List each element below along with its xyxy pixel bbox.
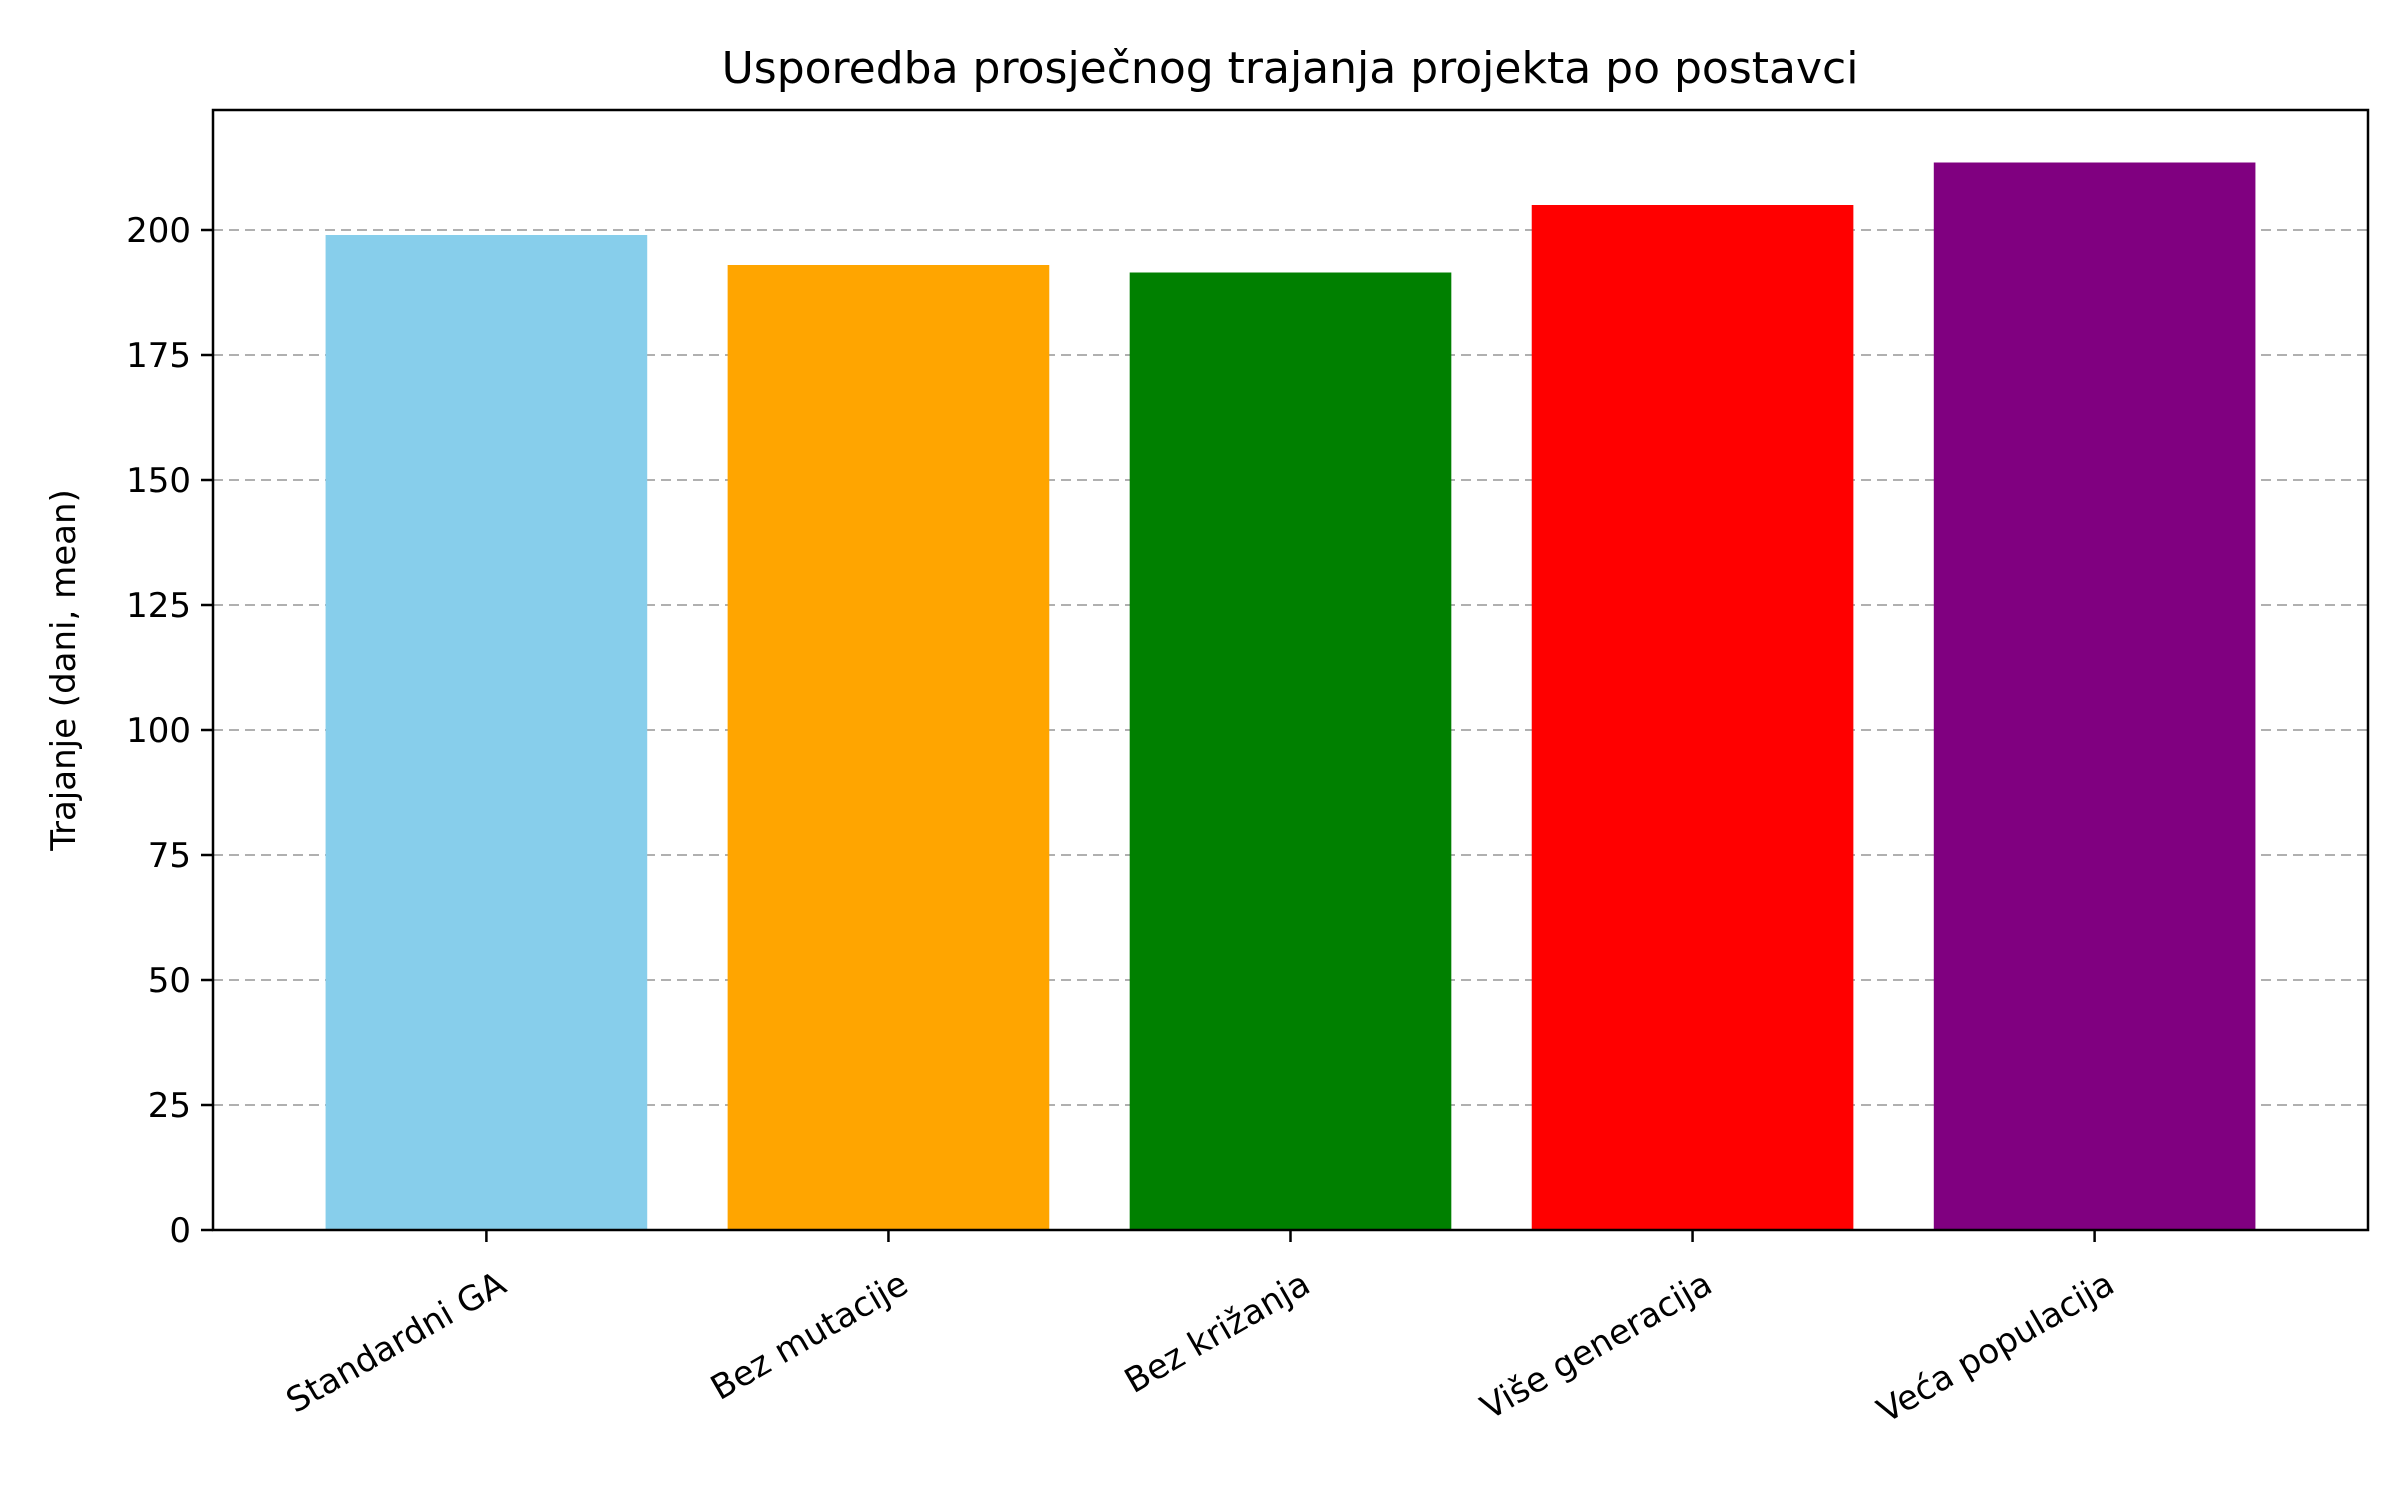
bar	[1933, 162, 2256, 1230]
x-tick-label: Bez križanja	[1118, 1264, 1317, 1402]
y-axis-label: Trajanje (dani, mean)	[44, 489, 84, 852]
bar-layer	[325, 162, 2256, 1230]
y-tick-label: 50	[148, 961, 191, 1001]
x-axis: Standardni GA Bez mutacije Bez križanja Viš…	[280, 1230, 2121, 1431]
chart-title: Usporedba prosječnog trajanja projekta p…	[722, 43, 1859, 94]
bar	[325, 235, 648, 1230]
y-tick-label: 0	[169, 1211, 191, 1251]
bar	[1129, 272, 1452, 1230]
x-tick-label: Bez mutacije	[704, 1264, 915, 1409]
y-tick-label: 150	[126, 461, 191, 501]
y-tick-label: 75	[148, 836, 191, 876]
x-tick-label: Više generacija	[1474, 1264, 1719, 1428]
x-tick-label: Standardni GA	[280, 1264, 513, 1422]
y-tick-label: 25	[148, 1086, 191, 1126]
y-axis: 0 25 50 75 100 125 150 175 200	[126, 211, 213, 1251]
bar	[727, 265, 1050, 1230]
x-tick-label: Veća populacija	[1871, 1264, 2121, 1432]
bar	[1531, 205, 1854, 1230]
y-tick-label: 200	[126, 211, 191, 251]
y-tick-label: 175	[126, 336, 191, 376]
y-tick-label: 100	[126, 711, 191, 751]
y-tick-label: 125	[126, 586, 191, 626]
